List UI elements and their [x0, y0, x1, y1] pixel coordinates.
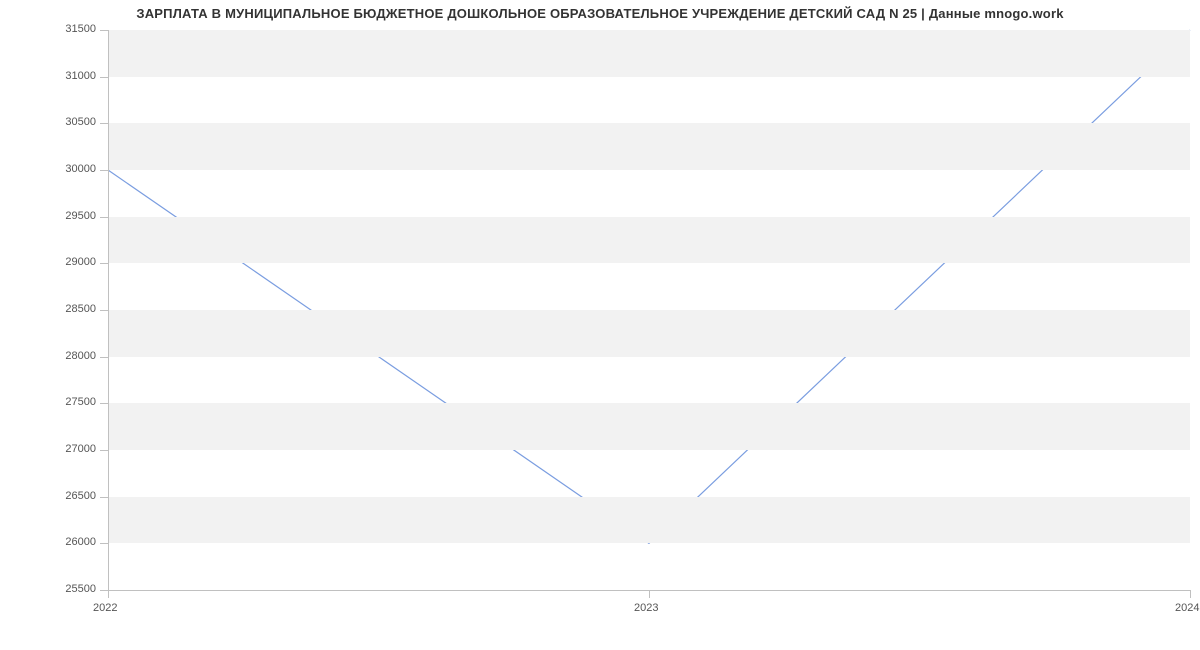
y-tick [100, 170, 108, 171]
y-tick [100, 450, 108, 451]
y-tick [100, 543, 108, 544]
x-tick [649, 590, 650, 598]
y-tick [100, 497, 108, 498]
y-tick-label: 31500 [65, 23, 96, 35]
x-tick [108, 590, 109, 598]
y-tick-label: 28500 [65, 303, 96, 315]
y-tick-label: 31000 [65, 70, 96, 82]
grid-band [108, 77, 1190, 124]
y-tick-label: 30000 [65, 163, 96, 175]
grid-band [108, 123, 1190, 170]
y-tick-label: 26000 [65, 536, 96, 548]
y-tick [100, 403, 108, 404]
x-tick [1190, 590, 1191, 598]
y-tick [100, 357, 108, 358]
y-tick [100, 123, 108, 124]
y-tick-label: 26500 [65, 490, 96, 502]
y-tick-label: 28000 [65, 350, 96, 362]
y-tick [100, 263, 108, 264]
x-tick-label: 2022 [93, 602, 117, 614]
grid-band [108, 30, 1190, 77]
y-axis-line [108, 30, 109, 590]
grid-band [108, 310, 1190, 357]
grid-band [108, 403, 1190, 450]
chart-container: ЗАРПЛАТА В МУНИЦИПАЛЬНОЕ БЮДЖЕТНОЕ ДОШКО… [0, 0, 1200, 650]
grid-band [108, 357, 1190, 404]
grid-band [108, 450, 1190, 497]
y-tick-label: 29000 [65, 256, 96, 268]
y-tick-label: 25500 [65, 583, 96, 595]
chart-title: ЗАРПЛАТА В МУНИЦИПАЛЬНОЕ БЮДЖЕТНОЕ ДОШКО… [0, 6, 1200, 21]
y-tick-label: 30500 [65, 116, 96, 128]
y-tick-label: 29500 [65, 210, 96, 222]
grid-band [108, 217, 1190, 264]
grid-band [108, 170, 1190, 217]
y-tick [100, 30, 108, 31]
y-tick-label: 27500 [65, 396, 96, 408]
x-tick-label: 2024 [1175, 602, 1199, 614]
y-tick [100, 590, 108, 591]
x-tick-label: 2023 [634, 602, 658, 614]
grid-band [108, 497, 1190, 544]
grid-band [108, 263, 1190, 310]
grid-band [108, 543, 1190, 590]
y-tick [100, 217, 108, 218]
y-tick [100, 77, 108, 78]
y-tick [100, 310, 108, 311]
plot-area [108, 30, 1190, 590]
y-tick-label: 27000 [65, 443, 96, 455]
